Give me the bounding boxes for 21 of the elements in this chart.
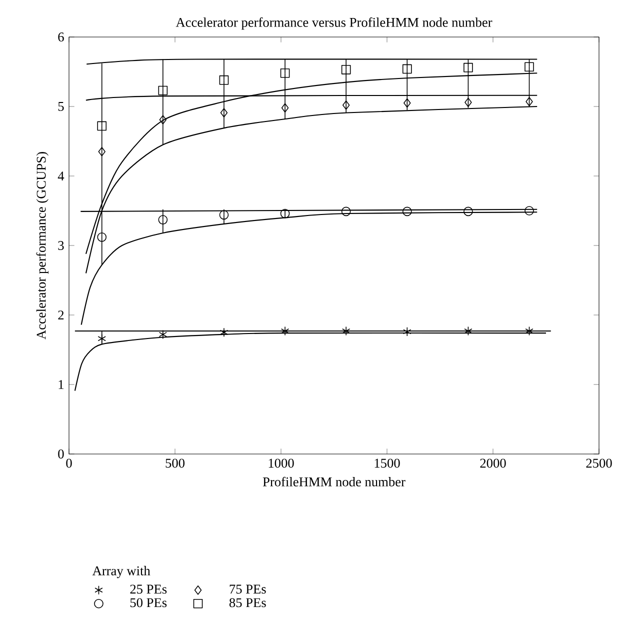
x-tick-label: 2500 [586,458,612,468]
legend-label: 75 PEs [230,584,266,594]
legend-label: 25 PEs [130,584,167,594]
x-tick-label: 500 [166,458,185,468]
x-axis-title: ProfileHMM node number [262,476,406,486]
y-tick-label: 0 [58,450,64,458]
x-tick-label: 1500 [374,458,400,468]
x-tick-label: 0 [66,458,72,468]
y-tick-label: 4 [58,172,64,180]
y-tick-label: 6 [58,32,64,42]
legend-title: Array with [92,566,150,578]
y-axis-title: Accelerator performance (GCUPS) [36,152,48,340]
y-tick-label: 3 [58,241,64,250]
legend-label: 50 PEs [130,598,167,608]
y-tick-label: 2 [58,310,64,320]
x-tick-label: 2000 [480,458,506,468]
x-tick-label: 1000 [268,458,294,468]
legend-label: 85 PEs [229,598,266,608]
chart-title: Accelerator performance versus ProfileHMM node number [176,17,492,30]
y-tick-label: 5 [58,102,64,111]
y-tick-label: 1 [58,380,64,389]
